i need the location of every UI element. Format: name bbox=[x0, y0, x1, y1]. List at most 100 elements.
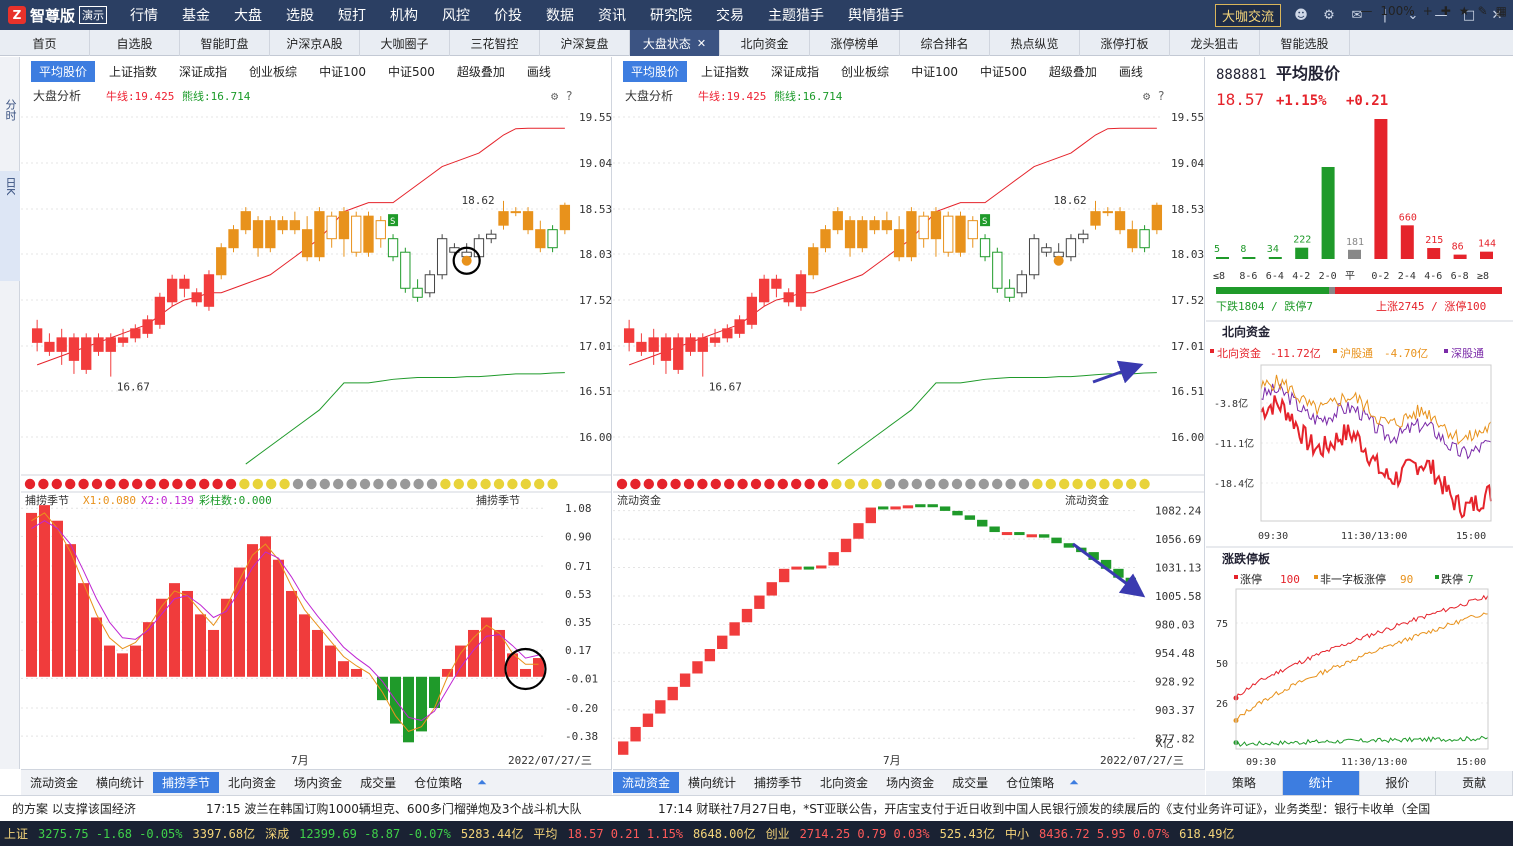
indicator-tab[interactable]: 成交量 bbox=[952, 776, 989, 790]
zoom-out-icon[interactable]: — bbox=[1360, 4, 1373, 18]
menu-item[interactable]: 行情 bbox=[130, 8, 158, 24]
index-tab[interactable]: 超级叠加 bbox=[456, 64, 505, 79]
menu-item[interactable]: 风控 bbox=[442, 8, 470, 24]
menu-item[interactable]: 大盘 bbox=[234, 8, 262, 24]
indicator-tab[interactable]: 北向资金 bbox=[228, 776, 277, 790]
nav-intraday[interactable]: 分时 bbox=[4, 99, 17, 121]
menu-item[interactable]: 机构 bbox=[390, 8, 418, 24]
flow-bar bbox=[989, 526, 1000, 533]
tab-item[interactable]: 智能盯盘 bbox=[180, 30, 270, 56]
menu-item[interactable]: 研究院 bbox=[650, 8, 692, 24]
app-logo[interactable]: Z 智尊版 演示 bbox=[0, 5, 118, 26]
index-tab[interactable]: 平均股价 bbox=[623, 60, 688, 82]
minimize-icon[interactable]: — bbox=[1434, 8, 1448, 23]
tab-item[interactable]: 自选股 bbox=[90, 30, 180, 56]
signal-dot bbox=[697, 478, 708, 490]
index-tab[interactable]: 中证500 bbox=[979, 64, 1027, 79]
tab-item[interactable]: 北向资金 bbox=[720, 30, 810, 56]
menu-item[interactable]: 价投 bbox=[494, 8, 522, 24]
dist-bar bbox=[1321, 166, 1335, 259]
indicator-tab[interactable]: 仓位策略 bbox=[1006, 776, 1055, 790]
message-icon[interactable]: ✉ bbox=[1351, 8, 1363, 23]
index-tab[interactable]: 平均股价 bbox=[31, 60, 96, 82]
indicator-tab[interactable]: 场内资金 bbox=[294, 776, 343, 790]
zoom-in-icon[interactable]: + bbox=[1422, 4, 1433, 18]
status-index-name[interactable]: 中小 bbox=[1005, 827, 1030, 841]
indicator-tab[interactable]: 捕捞季节 bbox=[153, 772, 220, 793]
indicator-tab[interactable]: 流动资金 bbox=[613, 772, 680, 793]
dk-exchange-button[interactable]: 大咖交流 bbox=[1214, 4, 1281, 27]
expand-up-icon[interactable]: ⏶ bbox=[477, 775, 487, 789]
close-tab-icon[interactable]: ✕ bbox=[696, 36, 707, 50]
candle bbox=[795, 270, 807, 311]
status-index-name[interactable]: 创业 bbox=[765, 827, 790, 841]
indicator-tab[interactable]: 场内资金 bbox=[886, 776, 935, 790]
tab-item[interactable]: 三花智控 bbox=[450, 30, 540, 56]
index-tab[interactable]: 上证指数 bbox=[701, 64, 750, 79]
tab-label: 自选股 bbox=[116, 36, 153, 51]
index-tab[interactable]: 创业板综 bbox=[249, 64, 298, 79]
tab-item[interactable]: 大咖圈子 bbox=[360, 30, 450, 56]
expand-up-icon[interactable]: ⏶ bbox=[1069, 775, 1079, 789]
menu-item[interactable]: 资讯 bbox=[598, 8, 626, 24]
star-icon[interactable]: ★ bbox=[1458, 4, 1470, 18]
indicator-tab[interactable]: 北向资金 bbox=[820, 776, 869, 790]
indicator-tab[interactable]: 成交量 bbox=[360, 776, 397, 790]
tab-item[interactable]: 大盘状态 ✕ bbox=[630, 30, 720, 56]
close-icon[interactable]: ✕ bbox=[1491, 8, 1503, 23]
tab-item[interactable]: 沪深京A股 bbox=[270, 30, 360, 56]
menu-item[interactable]: 基金 bbox=[182, 8, 210, 24]
tab-item[interactable]: 涨停榜单 bbox=[810, 30, 900, 56]
index-tab[interactable]: 中证100 bbox=[319, 64, 366, 79]
indicator-tab[interactable]: 横向统计 bbox=[688, 776, 737, 790]
index-tab[interactable]: 深证成指 bbox=[179, 64, 228, 79]
grid-icon[interactable]: ▦ bbox=[1495, 4, 1507, 18]
status-index-amount: 525.43亿 bbox=[939, 827, 996, 841]
info-tab[interactable]: 贡献 bbox=[1436, 771, 1513, 795]
index-tab[interactable]: 创业板综 bbox=[841, 64, 890, 79]
index-tab[interactable]: 画线 bbox=[526, 64, 551, 79]
status-index-name[interactable]: 深成 bbox=[265, 827, 290, 841]
candle bbox=[1041, 243, 1052, 257]
chevron-down-icon[interactable]: ⌄ bbox=[1407, 8, 1419, 23]
menu-item[interactable]: 选股 bbox=[286, 8, 314, 24]
menu-item[interactable]: 短打 bbox=[338, 8, 366, 24]
status-index-name[interactable]: 平均 bbox=[533, 827, 558, 841]
index-tab[interactable]: 画线 bbox=[1118, 64, 1143, 79]
menu-item[interactable]: 主题猎手 bbox=[768, 8, 824, 24]
tab-item[interactable]: 龙头狙击 bbox=[1170, 30, 1260, 56]
index-tab[interactable]: 中证100 bbox=[911, 64, 958, 79]
index-tab[interactable]: 上证指数 bbox=[109, 64, 158, 79]
tab-item[interactable]: 综合排名 bbox=[900, 30, 990, 56]
indicator-tab[interactable]: 仓位策略 bbox=[414, 776, 463, 790]
menu-item[interactable]: 数据 bbox=[546, 8, 574, 24]
indicator-tab[interactable]: 横向统计 bbox=[96, 776, 145, 790]
edit-icon[interactable]: ✎ bbox=[1477, 4, 1488, 18]
index-tab[interactable]: 超级叠加 bbox=[1048, 64, 1097, 79]
index-tab[interactable]: 中证500 bbox=[387, 64, 435, 79]
user-icon[interactable]: ☻ bbox=[1294, 8, 1308, 23]
menu-item[interactable]: 交易 bbox=[716, 8, 744, 24]
info-tab[interactable]: 统计 bbox=[1282, 771, 1360, 795]
info-tab[interactable]: 报价 bbox=[1359, 771, 1437, 795]
candle bbox=[906, 207, 917, 262]
news-item-1[interactable]: 的方案 以支撑该国经济 bbox=[12, 802, 136, 816]
tab-item[interactable]: 热点纵览 bbox=[990, 30, 1080, 56]
settings-icon[interactable]: ⚙ bbox=[1323, 8, 1335, 23]
status-index-name[interactable]: 上证 bbox=[4, 827, 29, 841]
news-item-3[interactable]: 17:14 财联社7月27日电，*ST亚联公告，开店宝支付于近日收到中国人民银行… bbox=[658, 802, 1431, 816]
pin-icon[interactable]: ✚ bbox=[1440, 4, 1451, 18]
tab-item[interactable]: 智能选股 bbox=[1260, 30, 1350, 56]
nav-daily-k[interactable]: 日K bbox=[0, 171, 20, 281]
maximize-icon[interactable]: □ bbox=[1462, 8, 1476, 23]
menu-item[interactable]: 舆情猎手 bbox=[848, 8, 904, 24]
indicator-tab[interactable]: 流动资金 bbox=[30, 776, 79, 790]
news-item-2[interactable]: 17:15 波兰在韩国订购1000辆坦克、600多门榴弹炮及3个战斗机大队 bbox=[206, 802, 582, 816]
index-tab[interactable]: 深证成指 bbox=[771, 64, 820, 79]
tab-item[interactable]: 沪深复盘 bbox=[540, 30, 630, 56]
info-tab[interactable]: 策略 bbox=[1206, 771, 1283, 795]
indicator-tab[interactable]: 捕捞季节 bbox=[754, 776, 803, 790]
tab-item[interactable]: 涨停打板 bbox=[1080, 30, 1170, 56]
y-tick-label: 19.04 bbox=[1171, 157, 1204, 170]
tab-item[interactable]: 首页 bbox=[0, 30, 90, 56]
